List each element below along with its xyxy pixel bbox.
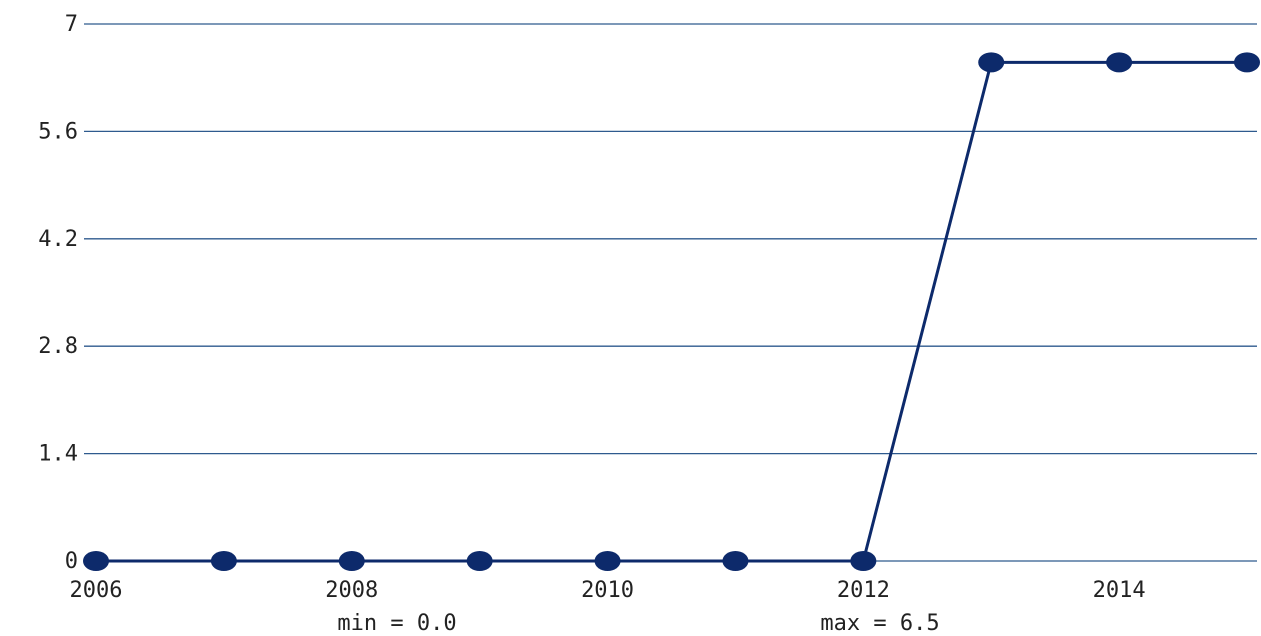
gridlines: [84, 23, 1257, 562]
x-tick-label: 2006: [70, 578, 123, 603]
x-tick-label: 2012: [837, 578, 890, 603]
data-point: [338, 551, 365, 571]
data-point: [210, 551, 237, 571]
y-tick-label: 2.8: [38, 334, 78, 359]
x-tick-label: 2008: [325, 578, 378, 603]
series-line: [96, 60, 1247, 563]
data-points: [83, 52, 1260, 571]
data-point: [1234, 52, 1260, 73]
data-point: [466, 551, 493, 571]
data-point: [722, 551, 749, 571]
y-tick-label: 5.6: [38, 119, 78, 144]
x-tick-label: 2014: [1093, 578, 1146, 603]
y-tick-label: 4.2: [38, 227, 78, 252]
y-axis-ticks: 0 1.4 2.8 4.2 5.6 7: [38, 12, 78, 574]
y-tick-label: 1.4: [38, 442, 78, 467]
x-axis-ticks: 2006 2008 2010 2012 2014: [70, 578, 1146, 603]
x-tick-label: 2010: [581, 578, 634, 603]
max-label: max = 6.5: [820, 611, 939, 636]
data-point: [850, 551, 877, 571]
y-tick-label: 7: [65, 12, 78, 37]
data-point: [594, 551, 621, 571]
data-point: [83, 551, 109, 571]
y-tick-label: 0: [65, 549, 78, 574]
data-point: [1106, 52, 1133, 73]
data-point: [978, 52, 1005, 73]
series-line-layer: [96, 60, 1247, 563]
min-label: min = 0.0: [337, 611, 456, 636]
